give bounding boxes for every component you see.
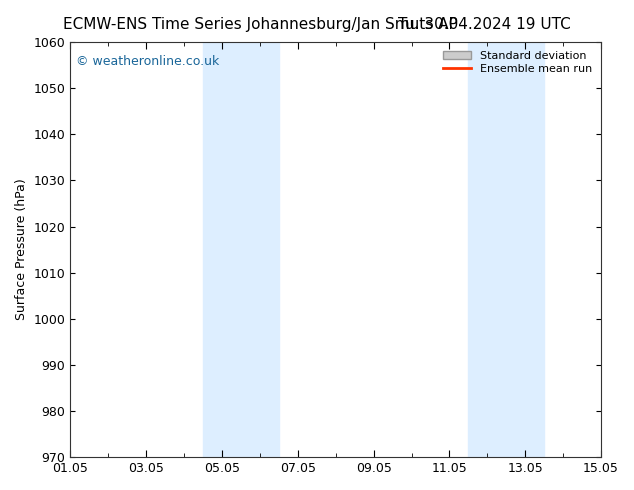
Text: © weatheronline.co.uk: © weatheronline.co.uk: [75, 54, 219, 68]
Text: ECMW-ENS Time Series Johannesburg/Jan Smuts AP: ECMW-ENS Time Series Johannesburg/Jan Sm…: [63, 17, 458, 32]
Text: Tu. 30.04.2024 19 UTC: Tu. 30.04.2024 19 UTC: [398, 17, 571, 32]
Bar: [469, 42, 544, 457]
Legend: Standard deviation, Ensemble mean run: Standard deviation, Ensemble mean run: [440, 48, 595, 77]
Y-axis label: Surface Pressure (hPa): Surface Pressure (hPa): [15, 179, 28, 320]
Bar: [203, 42, 279, 457]
